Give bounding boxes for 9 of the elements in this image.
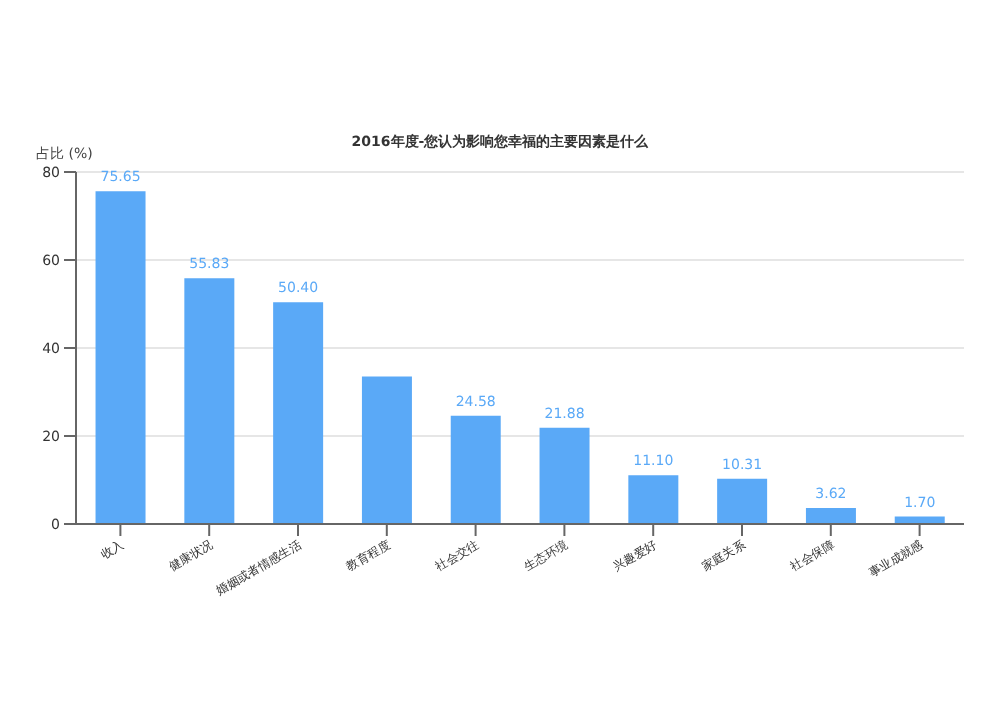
- bar: [450, 415, 501, 524]
- bar: [805, 508, 856, 524]
- bar: [717, 478, 768, 524]
- bar: [184, 278, 235, 524]
- bar: [273, 302, 324, 524]
- bar: [361, 376, 412, 524]
- bar: [628, 475, 679, 524]
- bar: [95, 191, 146, 524]
- bar: [539, 427, 590, 524]
